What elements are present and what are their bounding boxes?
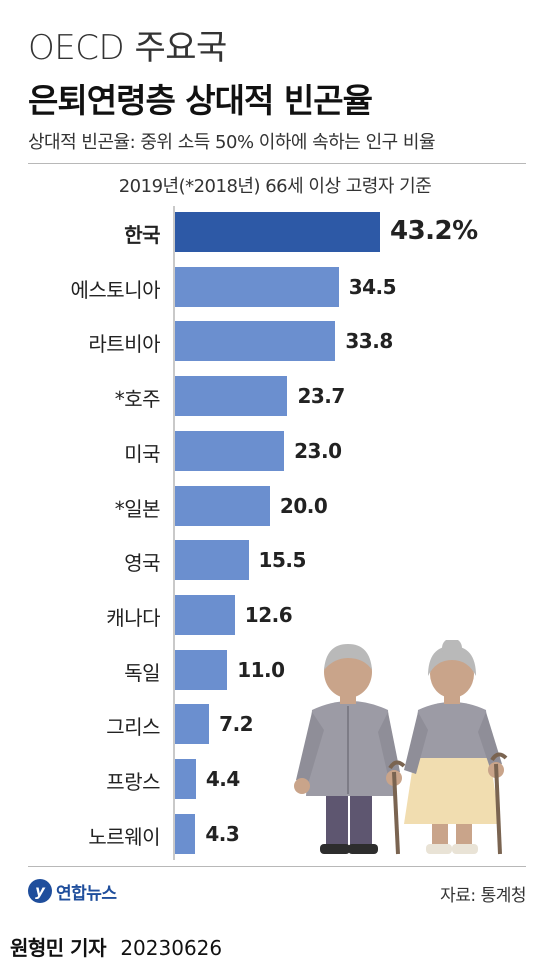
- bar: [175, 430, 285, 471]
- value-label: 4.3: [205, 821, 240, 846]
- title-line1: OECD 주요국: [28, 28, 227, 68]
- source-note: 자료: 통계청: [440, 886, 526, 906]
- bar: [175, 376, 288, 417]
- chart-basis-note: 2019년(*2018년) 66세 이상 고령자 기준: [118, 176, 432, 197]
- bar: [175, 594, 235, 635]
- page-title: 은퇴연령층 상대적 빈곤율: [28, 81, 373, 120]
- category-label: 노르웨이: [88, 824, 160, 849]
- subtitle: 상대적 빈곤율: 중위 소득 50% 이하에 속하는 인구 비율: [28, 132, 436, 153]
- category-label: *일본: [114, 496, 161, 521]
- value-label: 23.0: [294, 438, 342, 463]
- value-label: 34.5: [348, 274, 397, 299]
- value-label: 33.8: [345, 329, 393, 354]
- bar: [175, 266, 339, 307]
- bar: [175, 649, 228, 690]
- top-divider: [28, 163, 526, 164]
- chart-axis-line: [173, 206, 175, 860]
- bar: [175, 540, 249, 581]
- bar: [175, 813, 196, 854]
- value-label: 43.2%: [390, 216, 478, 246]
- bar: [175, 759, 196, 799]
- publish-date: 20230626: [120, 936, 223, 960]
- category-label: 한국: [124, 223, 160, 247]
- bar: [175, 485, 270, 526]
- yonhap-logo-icon: y: [28, 879, 52, 903]
- category-label: 미국: [124, 441, 160, 466]
- value-label: 7.2: [219, 712, 254, 737]
- value-label: 23.7: [297, 384, 345, 409]
- bar: [175, 212, 380, 252]
- category-label: 독일: [124, 660, 160, 685]
- category-label: 영국: [124, 551, 160, 576]
- category-label: 프랑스: [106, 770, 160, 794]
- category-label: 라트비아: [88, 332, 160, 357]
- value-label: 11.0: [237, 657, 285, 682]
- category-label: 캐나다: [106, 605, 160, 630]
- category-label: 에스토니아: [70, 277, 161, 302]
- bar: [175, 704, 210, 745]
- value-label: 4.4: [205, 767, 240, 791]
- byline: 원형민 기자 20230626: [10, 932, 222, 961]
- category-label: *호주: [114, 387, 161, 412]
- reporter-name: 원형민 기자: [10, 936, 106, 960]
- elderly-couple-icon: [294, 640, 508, 855]
- value-label: 20.0: [279, 493, 328, 518]
- bar: [175, 321, 336, 362]
- yonhap-logo: y 연합뉴스: [28, 877, 117, 905]
- category-label: 그리스: [106, 715, 160, 740]
- bottom-divider: [28, 866, 526, 867]
- yonhap-logo-text: 연합뉴스: [56, 883, 117, 904]
- elderly-man-figure: [294, 644, 406, 855]
- value-label: 15.5: [258, 548, 307, 573]
- value-label: 12.6: [244, 602, 293, 627]
- elderly-woman-figure: [404, 640, 508, 855]
